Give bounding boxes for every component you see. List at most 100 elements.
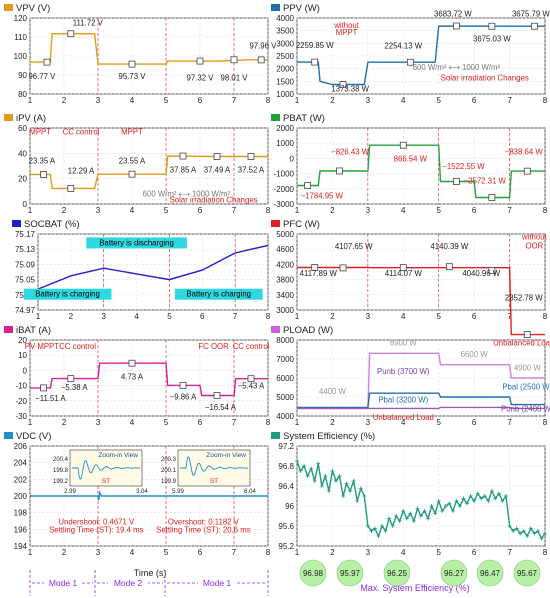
socbat-xtick-label: 6 bbox=[200, 312, 205, 321]
eff-data-point bbox=[500, 499, 505, 503]
vpv-title: VPV (V) bbox=[16, 3, 50, 14]
ppv-annotation: MPPT bbox=[336, 28, 358, 37]
pfc-xtick-label: 1 bbox=[295, 312, 300, 321]
ibat-series-line-0 bbox=[30, 362, 268, 397]
efficiency-circle-value: 96.27 bbox=[444, 569, 465, 578]
ibat-ytick-label: -30 bbox=[15, 412, 27, 421]
vpv-ytick-label: 120 bbox=[14, 14, 28, 23]
vdc-xtick-label: 6 bbox=[198, 548, 203, 557]
pfc-annotation: OOR bbox=[525, 241, 543, 250]
ipv-measure-marker bbox=[247, 153, 255, 160]
pfc-measure-marker bbox=[399, 264, 407, 272]
eff-xtick-label: 3 bbox=[366, 548, 371, 557]
pload-title: PLOAD (W) bbox=[283, 325, 333, 336]
pbat-ytick-label: 0 bbox=[290, 154, 295, 163]
pload-annotation: Unbalanced Load bbox=[493, 339, 550, 348]
ipv-xtick-label: 3 bbox=[96, 206, 101, 215]
eff-legend-swatch bbox=[271, 432, 280, 439]
eff-data-point bbox=[475, 491, 480, 496]
pbat-annotation: 866.54 W bbox=[394, 154, 428, 163]
ibat-annotation: −5.38 A bbox=[61, 383, 88, 392]
vpv-panel: VPV (V) 80 90 100 110 120 1 2 3 4 5 6 7 8 111.72 V 96.7… bbox=[4, 3, 277, 105]
eff-data-point bbox=[316, 461, 321, 466]
eff-data-point bbox=[479, 496, 484, 501]
pbat-annotation: −1522.55 W bbox=[442, 162, 485, 171]
pfc-measure-marker bbox=[488, 267, 496, 274]
ppv-ytick-label: 1000 bbox=[276, 90, 294, 99]
pbat-panel: PBAT (W) -3000 -2000 -1000 0 1000 2000 1 2 3 4 5 6 7 8… bbox=[271, 113, 548, 215]
ipv-series-line-0 bbox=[30, 155, 268, 190]
efficiency-circle-value: 96.25 bbox=[387, 569, 408, 578]
vdc-ytick-label: 204 bbox=[14, 459, 28, 468]
eff-data-point bbox=[348, 489, 353, 493]
ppv-xtick-label: 1 bbox=[295, 96, 300, 105]
ipv-measure-marker bbox=[67, 185, 75, 192]
vdc-inset-xtick: 2.99 bbox=[64, 489, 76, 495]
eff-ytick-label: 96.4 bbox=[278, 482, 294, 491]
pfc-ytick-label: 3000 bbox=[276, 306, 294, 315]
pbat-measure-marker bbox=[488, 194, 496, 201]
vdc-series-line-0 bbox=[30, 490, 268, 501]
vdc-inset-ytick: 199.2 bbox=[53, 479, 69, 485]
ppv-annotation: Solar irradiation Changes bbox=[441, 74, 529, 83]
ppv-xtick-label: 4 bbox=[401, 96, 406, 105]
ibat-ytick-label: 0 bbox=[23, 366, 28, 375]
ibat-annotation: −5.43 A bbox=[238, 382, 265, 391]
ibat-ytick-label: -10 bbox=[15, 382, 27, 391]
vdc-xtick-label: 4 bbox=[130, 548, 135, 557]
ibat-annotation: CC control bbox=[233, 342, 270, 351]
pload-xtick-label: 4 bbox=[401, 418, 406, 427]
eff-data-point bbox=[525, 534, 530, 538]
ibat-annotation: −9.86 A bbox=[170, 392, 197, 401]
vpv-annotation: 111.72 V bbox=[73, 19, 104, 28]
socbat-xtick-label: 3 bbox=[101, 312, 106, 321]
vdc-inset-waveform bbox=[180, 456, 249, 477]
vdc-ytick-label: 196 bbox=[14, 525, 28, 534]
vdc-ytick-label: 202 bbox=[14, 475, 28, 484]
ipv-ytick-label: 60 bbox=[18, 124, 27, 133]
eff-data-point bbox=[337, 474, 342, 478]
eff-data-point bbox=[507, 524, 512, 528]
ppv-ytick-label: 3500 bbox=[276, 27, 294, 36]
pload-ytick-label: 7000 bbox=[276, 355, 294, 364]
ibat-annotation: 4.73 A bbox=[121, 373, 144, 382]
vpv-ytick-label: 80 bbox=[18, 90, 27, 99]
pload-annotation: 8900 W bbox=[390, 339, 418, 348]
pbat-xtick-label: 7 bbox=[507, 206, 512, 215]
pfc-xtick-label: 8 bbox=[543, 312, 548, 321]
pfc-annotation: without bbox=[521, 233, 548, 242]
ibat-xtick-label: 2 bbox=[62, 418, 67, 427]
ipv-measure-marker bbox=[213, 153, 221, 160]
ppv-annotation: 600 W/m² ⟷ 1000 W/m² bbox=[413, 63, 501, 72]
socbat-title: SOCBAT (%) bbox=[24, 219, 80, 230]
ibat-measure-marker bbox=[213, 392, 221, 399]
ppv-ytick-label: 1500 bbox=[276, 77, 294, 86]
pfc-measure-marker bbox=[445, 263, 453, 271]
ppv-measure-marker bbox=[311, 58, 319, 66]
efficiency-circle-value: 95.67 bbox=[517, 569, 538, 578]
eff-data-point bbox=[298, 469, 303, 473]
ppv-annotation: 3683.72 W bbox=[434, 10, 472, 19]
eff-data-point bbox=[397, 519, 402, 523]
vdc-inset-st-label: ST bbox=[210, 478, 218, 485]
ibat-measure-marker bbox=[247, 375, 255, 383]
eff-data-point bbox=[457, 504, 462, 508]
pbat-xtick-label: 6 bbox=[472, 206, 477, 215]
ppv-annotation: 3675.03 W bbox=[473, 34, 511, 43]
pload-panel: PLOAD (W) 4000 5000 6000 7000 8000 1 2 3 4 5 6 7 8 440… bbox=[271, 325, 550, 427]
eff-data-point bbox=[496, 491, 501, 496]
pload-annotation: Pbal (2500 W) bbox=[502, 382, 550, 391]
pload-xtick-label: 2 bbox=[330, 418, 335, 427]
vdc-inset-waveform bbox=[72, 459, 141, 480]
pfc-plot-area bbox=[296, 233, 546, 311]
ibat-annotation: CC control bbox=[59, 342, 96, 351]
eff-data-point bbox=[535, 529, 540, 533]
vpv-annotation: 97.32 V bbox=[187, 74, 215, 83]
vpv-measure-marker bbox=[257, 56, 265, 64]
ipv-xtick-label: 4 bbox=[130, 206, 135, 215]
ipv-ytick-label: 40 bbox=[18, 149, 27, 158]
pfc-annotation: 4107.65 W bbox=[335, 242, 373, 251]
vpv-annotation: 97.96 V bbox=[249, 41, 277, 50]
efficiency-circle bbox=[476, 559, 504, 587]
